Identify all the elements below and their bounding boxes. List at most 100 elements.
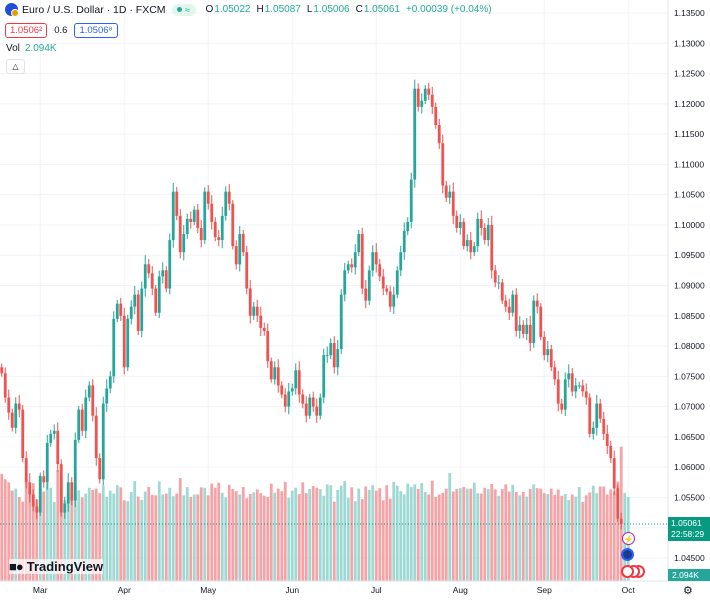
candle [98, 453, 102, 484]
price-axis[interactable]: 1.13500 1.13000 1.12500 1.12000 1.11500 1.110… [674, 8, 705, 563]
volume-bar [598, 486, 602, 581]
candle [154, 284, 158, 317]
candle [504, 294, 508, 312]
candle [112, 311, 116, 384]
volume-bar [455, 489, 459, 581]
volume-bar [24, 479, 28, 581]
candle [259, 306, 263, 337]
volume-bar [367, 489, 371, 581]
lightning-event-icon[interactable]: ⚡ [622, 532, 635, 545]
volume-bar [203, 487, 207, 581]
candle [577, 381, 581, 389]
volume-bar [441, 492, 445, 581]
volume-bar [612, 491, 616, 581]
volume-bar [290, 490, 294, 581]
candle [38, 472, 42, 516]
time-axis[interactable]: Mar Apr May Jun Jul Aug Sep Oct [33, 585, 636, 595]
candle [133, 286, 137, 315]
volume-bar [546, 494, 550, 581]
candle [108, 371, 112, 394]
volume-bar [500, 489, 504, 581]
volume-bar [581, 502, 585, 581]
candle [322, 348, 326, 404]
volume-bar [248, 494, 252, 581]
volume-bar [570, 494, 574, 581]
volume-bar [91, 489, 95, 581]
volume-bar [269, 483, 273, 581]
candle [539, 303, 543, 341]
settings-gear-icon[interactable]: ⚙ [683, 585, 693, 597]
volume-bar [171, 496, 175, 581]
tradingview-logo[interactable]: ■● TradingView [9, 559, 104, 574]
price-tick-label: 1.12500 [674, 69, 705, 79]
market-status-badge[interactable]: ≈ [171, 3, 196, 16]
volume-bar [549, 488, 553, 581]
candle [563, 372, 567, 416]
price-tick-label: 1.05500 [674, 492, 705, 502]
candle [273, 361, 277, 385]
sell-button[interactable]: 1.0506² [5, 23, 48, 38]
volume-bar [35, 499, 39, 581]
candle [143, 255, 147, 297]
candle [196, 203, 200, 234]
price-tick-label: 1.11500 [674, 129, 704, 139]
volume-bar [542, 493, 546, 581]
volume-label[interactable]: Vol [6, 43, 20, 54]
volume-bar [574, 496, 578, 581]
volume-bar [465, 488, 469, 581]
candle [339, 289, 343, 354]
candle [42, 470, 46, 488]
volume-bar [213, 487, 217, 581]
candle [245, 245, 249, 295]
volume-bar [409, 486, 413, 581]
volume-bar [199, 487, 203, 581]
volume-bar [360, 499, 364, 581]
candle [598, 398, 602, 423]
volume-bar [220, 492, 224, 581]
candle [280, 381, 284, 399]
candle [150, 265, 154, 296]
time-tick-label: Oct [622, 585, 636, 595]
candle [329, 338, 333, 360]
symbol-title[interactable]: Euro / U.S. Dollar · 1D · FXCM [22, 3, 166, 16]
candle [409, 172, 413, 229]
candle [241, 229, 245, 256]
candle [227, 184, 231, 211]
candle [252, 301, 256, 321]
last-price-value: 1.05061 [671, 518, 702, 528]
volume-bar [119, 487, 123, 581]
candle [402, 222, 406, 260]
volume-bar [266, 497, 270, 581]
candle [343, 262, 347, 302]
us-flag-event-icon[interactable] [621, 565, 634, 578]
volume-bar [392, 481, 396, 581]
buy-button[interactable]: 1.0506⁸ [74, 23, 118, 38]
volume-bar [276, 488, 280, 581]
volume-bar [304, 493, 308, 581]
eu-flag-event-icon[interactable] [621, 548, 634, 561]
volume-bar [413, 484, 417, 581]
candle [7, 389, 11, 420]
collapse-legend-button[interactable]: △ [6, 59, 25, 74]
volume-bar [42, 491, 46, 581]
candle [521, 320, 525, 339]
candle [266, 323, 270, 368]
volume-bar [273, 492, 277, 581]
volume-bar [224, 497, 228, 581]
symbol-legend: Euro / U.S. Dollar · 1D · FXCM ≈ O 1.0502… [5, 3, 492, 17]
volume-bar [343, 481, 347, 581]
candle [479, 210, 483, 236]
candle [441, 134, 445, 194]
volume-bar [472, 482, 476, 581]
high-value: 1.05087 [264, 4, 301, 15]
volume-bar [175, 493, 179, 581]
candle [374, 243, 378, 273]
volume-bar [444, 488, 448, 581]
candle [49, 429, 53, 447]
price-tick-label: 1.11000 [674, 159, 704, 169]
candle [493, 265, 497, 288]
candle [290, 383, 294, 396]
candle [224, 186, 228, 221]
volume-bar [563, 494, 567, 581]
